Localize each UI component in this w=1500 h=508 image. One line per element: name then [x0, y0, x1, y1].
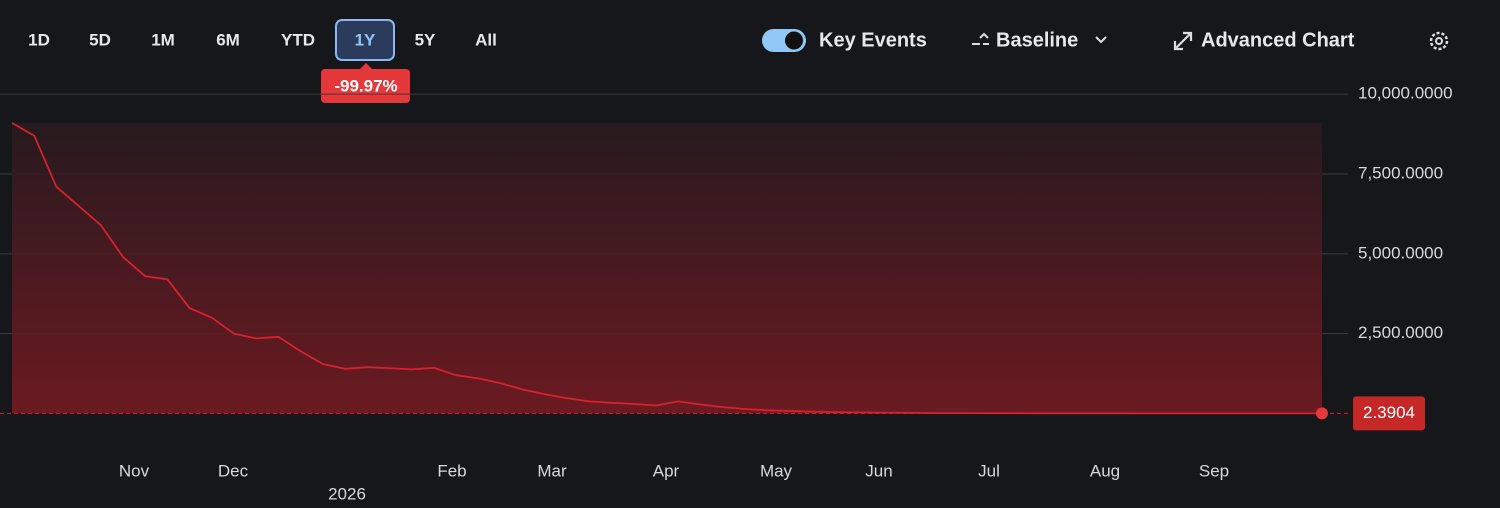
y-tick-label: 2,500.0000 — [1358, 323, 1443, 342]
badge-arrow — [360, 63, 372, 69]
last-value-label: 2.3904 — [1363, 403, 1415, 422]
range-button[interactable]: 6M — [216, 30, 240, 49]
expand-icon — [1173, 31, 1193, 51]
last-point — [1316, 407, 1328, 420]
range-button[interactable]: All — [475, 30, 497, 49]
chevron — [1095, 36, 1107, 44]
range-button[interactable]: 1D — [28, 30, 50, 49]
range-button[interactable]: 5Y — [415, 30, 436, 49]
last-value-box — [1353, 396, 1425, 431]
baseline-menu[interactable]: Baseline — [996, 29, 1078, 51]
range-button[interactable]: 1Y — [355, 30, 376, 49]
toggle-knob — [785, 31, 803, 50]
advanced-chart[interactable]: Advanced Chart — [1201, 29, 1355, 51]
x-tick-label: Mar — [537, 461, 567, 480]
area-fill — [12, 122, 1322, 414]
settings-hub — [1435, 37, 1443, 45]
x-tick-label: Jun — [865, 461, 892, 480]
y-tick-label: 7,500.0000 — [1358, 163, 1443, 182]
range-button[interactable]: 5D — [89, 30, 111, 49]
x-tick-label: 2026 — [328, 484, 366, 503]
settings-icon[interactable] — [1429, 31, 1449, 51]
x-tick-label: Dec — [218, 461, 249, 480]
y-tick-label: 10,000.0000 — [1358, 84, 1453, 103]
x-tick-label: Sep — [1199, 461, 1229, 480]
baseline-icon — [972, 32, 989, 45]
x-tick-label: Feb — [437, 461, 466, 480]
range-button[interactable]: 1M — [151, 30, 175, 49]
change-label: -99.97% — [334, 76, 397, 95]
x-tick-label: Nov — [119, 461, 150, 480]
x-tick-label: Jul — [978, 461, 1000, 480]
y-tick-label: 5,000.0000 — [1358, 243, 1443, 262]
range-button[interactable]: YTD — [281, 30, 315, 49]
x-tick-label: Aug — [1090, 461, 1120, 480]
selected-range[interactable] — [335, 19, 395, 61]
x-tick-label: May — [760, 461, 793, 480]
price-line — [11, 122, 1322, 415]
key-events[interactable]: Key Events — [819, 29, 927, 51]
x-tick-label: Apr — [653, 461, 680, 480]
